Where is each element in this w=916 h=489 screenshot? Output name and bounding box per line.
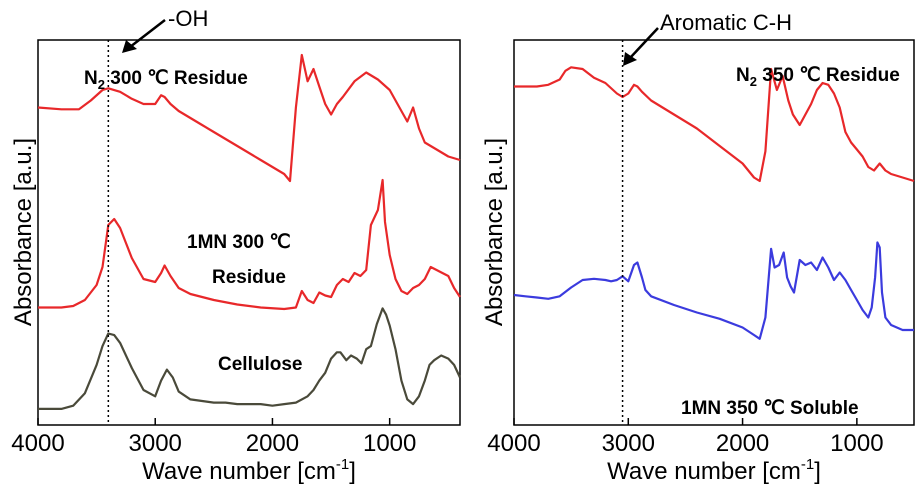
right-n2-sub: 2: [750, 74, 757, 89]
left-xlabel-end: ]: [349, 458, 356, 485]
right-x-axis-label: Wave number [cm-1]: [607, 456, 821, 485]
left-n2-main: N: [84, 68, 98, 89]
left-n2-sub: 2: [98, 77, 105, 92]
left-x-ticks: [37, 418, 391, 425]
left-cellulose-label: Cellulose: [218, 354, 302, 375]
right-x-tick-label-1000: 1000: [830, 430, 883, 457]
right-n2-main: N: [736, 65, 750, 86]
right-series-group: [513, 66, 915, 340]
left-x-tick-labels: 4000 3000 2000 1000: [11, 430, 416, 457]
left-x-axis-label: Wave number [cm-1]: [142, 456, 356, 485]
left-x-tick-label-4000: 4000: [11, 430, 64, 457]
right-x-tick-label-2000: 2000: [716, 430, 769, 457]
left-spectrum-line-1: [37, 53, 461, 183]
right-spectrum-line-1: [514, 66, 915, 183]
right-xlabel-end: ]: [814, 458, 821, 485]
left-1mn-label-line1: 1MN 300 ℃: [187, 232, 291, 253]
left-plot-frame: [37, 39, 461, 426]
right-xlabel-main: Wave number [cm: [607, 458, 801, 485]
right-n2-residue-label: N2 350 ℃ Residue: [736, 65, 900, 89]
right-aromatic-ch-arrow: [623, 27, 659, 66]
left-n2-residue-label: N2 300 ℃ Residue: [84, 68, 248, 92]
left-n2-rest: 300 ℃ Residue: [105, 68, 248, 89]
right-n2-rest: 350 ℃ Residue: [757, 65, 900, 86]
left-oh-label: -OH: [168, 6, 208, 31]
left-x-tick-label-3000: 3000: [129, 430, 182, 457]
right-x-tick-label-3000: 3000: [602, 430, 655, 457]
right-spectrum-line-2: [513, 241, 914, 340]
right-x-tick-label-4000: 4000: [487, 430, 540, 457]
right-1mn-soluble-label: 1MN 350 ℃ Soluble: [681, 398, 859, 419]
left-xlabel-main: Wave number [cm: [142, 458, 336, 485]
left-x-tick-label-1000: 1000: [363, 430, 416, 457]
left-spectrum-line-2: [38, 178, 461, 311]
left-1mn-label-line2: Residue: [212, 267, 286, 288]
right-chart-panel: 4000 3000 2000 1000 Aromatic C-H N2 350 ℃ R…: [481, 10, 915, 485]
left-spectrum-line-3: [38, 307, 461, 410]
left-xlabel-sup: -1: [336, 456, 349, 473]
left-oh-arrow: [122, 19, 166, 53]
left-x-tick-label-2000: 2000: [246, 430, 299, 457]
right-x-tick-labels: 4000 3000 2000 1000: [487, 430, 883, 457]
right-y-axis-label: Absorbance [a.u.]: [481, 138, 508, 326]
left-chart-panel: 4000 3000 2000 1000 -OH N2 300 ℃ Residue 1M…: [10, 6, 461, 485]
left-y-axis-label: Absorbance [a.u.]: [10, 138, 37, 326]
left-series-group: [37, 53, 461, 410]
right-plot-frame: [513, 39, 915, 426]
right-aromatic-ch-label: Aromatic C-H: [660, 10, 792, 35]
right-x-ticks: [513, 418, 858, 425]
right-xlabel-sup: -1: [801, 456, 814, 473]
